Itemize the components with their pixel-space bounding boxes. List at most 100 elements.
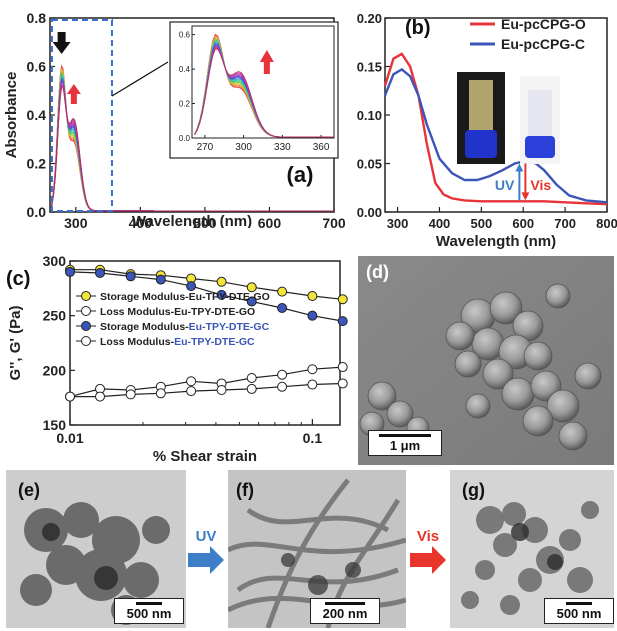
legend-label-prefix: Storage Modulus-Eu-TPY-DTE-GO	[100, 291, 270, 303]
x-tick-label: 800	[596, 216, 617, 231]
data-point	[246, 282, 257, 293]
data-point	[125, 271, 136, 282]
y-tick-label: 250	[43, 308, 67, 324]
y-tick-label: 0.0	[27, 204, 47, 220]
vis-arrow-label: Vis	[417, 528, 439, 545]
data-point	[246, 296, 257, 307]
chart-a: 0.0 0.2 0.4 0.6 0.8 300 400 500 600 700 Wavelength…	[3, 10, 345, 228]
tem-image-e: (e) 500 nm	[6, 470, 186, 628]
x-tick-label: 700	[322, 215, 345, 228]
plot-frame	[69, 260, 341, 426]
scale-bar-line	[136, 602, 162, 605]
legend-label: Storage Modulus-Eu-TPY-DTE-GC	[100, 321, 270, 333]
scale-bar-d: 1 μm	[368, 430, 442, 456]
vis-arrow-shape	[410, 546, 446, 574]
inset-y-tick-label: 0.0	[179, 134, 191, 143]
data-point	[186, 376, 197, 387]
y-tick-label: 0.00	[357, 205, 382, 220]
data-point	[186, 281, 197, 292]
data-point	[186, 386, 197, 397]
sem-particles	[358, 256, 614, 465]
uv-arrow-label: UV	[196, 528, 217, 545]
tem-particles-g	[450, 470, 614, 628]
data-point	[337, 316, 348, 327]
legend-marker	[81, 321, 91, 331]
y-tick-label: 0.20	[357, 11, 382, 26]
inset-y-tick-label: 0.4	[179, 65, 191, 74]
y-tick-label: 0.4	[27, 107, 47, 123]
series-line	[383, 52, 608, 206]
series-line	[70, 269, 343, 300]
x-axis-label: % Shear strain	[153, 448, 257, 465]
x-tick-label: 0.1	[303, 430, 323, 446]
data-point	[65, 391, 75, 402]
inset-border	[169, 21, 339, 159]
scale-bar-e: 500 nm	[114, 598, 184, 624]
x-tick-label: 600	[512, 216, 534, 231]
scale-bar-label: 500 nm	[126, 606, 172, 621]
y-tick-label: 200	[43, 362, 67, 378]
data-point	[307, 290, 318, 301]
series-line	[69, 366, 343, 398]
y-tick-label: 0.10	[357, 108, 382, 123]
increase-arrow	[66, 84, 81, 104]
data-point	[125, 389, 136, 400]
y-tick-label: 150	[43, 417, 67, 433]
data-point	[307, 364, 318, 375]
inset-frame	[191, 25, 335, 139]
scale-bar-line	[566, 602, 592, 605]
panel-label-g: (g)	[462, 480, 485, 500]
data-point	[95, 391, 106, 402]
vial-blue-light	[525, 136, 555, 158]
data-point	[337, 362, 348, 373]
data-point	[216, 276, 227, 287]
data-point	[216, 289, 227, 300]
legend-label: Eu-pcCPG-C	[501, 36, 585, 52]
y-tick-label: 0.15	[357, 60, 382, 75]
data-point	[277, 381, 288, 392]
panel-label-f: (f)	[236, 480, 254, 500]
chart-c: 150 200 250 300 0.01 0.1 % Shear strain G'', G'…	[6, 255, 348, 465]
x-tick-label: 600	[258, 215, 282, 228]
legend-label: Storage Modulus-Eu-TPY-DTE-GO	[100, 291, 270, 303]
x-tick-label: 300	[64, 215, 88, 228]
series-line	[70, 382, 343, 398]
inset-x-tick-label: 330	[274, 142, 291, 153]
data-point	[155, 274, 166, 285]
scale-bar-label: 200 nm	[322, 606, 368, 621]
y-axis-label: G'', G' (Pa)	[7, 306, 24, 381]
decrease-arrow	[52, 32, 71, 54]
legend-label-prefix: Loss Modulus-Eu-TPY-DTE-GO	[100, 306, 255, 318]
legend-label-suffix: Eu-TPY-DTE-GC	[189, 321, 270, 333]
y-tick-label: 0.2	[27, 156, 47, 172]
uv-arrow-head	[515, 163, 524, 172]
data-point	[216, 385, 227, 396]
panel-label-a: (a)	[287, 162, 314, 187]
x-tick-label: 300	[387, 216, 409, 231]
inset-x-tick-label: 360	[313, 142, 330, 153]
vis-transition-arrow: Vis	[410, 528, 446, 574]
sem-image-d: (d) 1 μm	[358, 256, 614, 465]
legend-marker	[81, 306, 91, 316]
panel-label-e: (e)	[18, 480, 40, 500]
vis-label: Vis	[530, 177, 551, 193]
data-point	[337, 294, 348, 305]
data-point	[277, 286, 288, 297]
x-tick-label: 500	[470, 216, 492, 231]
tem-image-f: (f) 200 nm	[228, 470, 406, 628]
data-point	[277, 303, 288, 314]
inset-y-tick-label: 0.2	[179, 100, 191, 109]
legend-marker	[81, 336, 91, 346]
legend-label-prefix: Loss Modulus-	[100, 336, 175, 348]
vial-glass-light	[528, 90, 552, 140]
panel-label-b: (b)	[405, 17, 431, 39]
x-tick-label: 400	[429, 216, 451, 231]
data-point	[277, 369, 288, 380]
vial-glass-dark	[469, 80, 493, 130]
legend-marker	[81, 291, 91, 301]
chart-b: 0.00 0.05 0.10 0.15 0.20 300 400 500 600 700 800 Wa…	[357, 11, 617, 250]
y-tick-label: 0.05	[357, 157, 382, 172]
uv-transition-arrow: UV	[188, 528, 224, 574]
vis-arrow-head	[521, 192, 530, 201]
inset-x-tick-label: 300	[235, 142, 252, 153]
